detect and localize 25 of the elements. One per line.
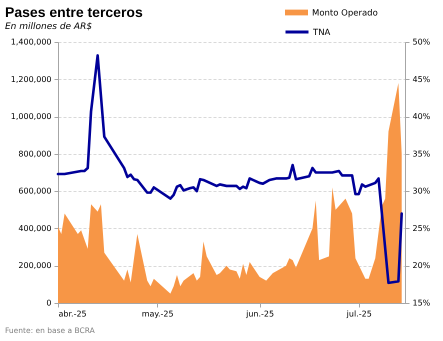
chart-title: Pases entre terceros	[5, 4, 143, 20]
y2-tick-label: 30%	[412, 186, 431, 196]
y2-tick-label: 40%	[412, 112, 431, 122]
y-tick-label: 1,200,000	[10, 74, 52, 84]
y2-tick-label: 15%	[412, 298, 431, 308]
y-tick-label: 400,000	[18, 224, 52, 233]
y-tick-label: 1,400,000	[10, 38, 52, 46]
x-tick-label: may.-25	[142, 310, 174, 318]
x-tick-label: jun.-25	[245, 310, 274, 318]
y2-tick-label: 35%	[412, 149, 431, 158]
y-tick-label: 1,000,000	[10, 112, 52, 122]
legend-label: TNA	[312, 28, 331, 38]
chart-subtitle: En millones de AR$	[5, 22, 92, 32]
x-tick-label: jul.-25	[346, 310, 372, 318]
line-series	[56, 54, 403, 284]
y2-tick-label: 20%	[412, 261, 431, 270]
y2-tick-label: 45%	[412, 74, 431, 84]
y-tick-label: 200,000	[18, 261, 52, 270]
y-tick-label: 0	[46, 298, 52, 308]
y-tick-label: 600,000	[18, 186, 52, 196]
legend-label: Monto Operado	[312, 8, 378, 18]
x-tick-label: abr.-25	[58, 310, 87, 318]
y2-tick-label: 50%	[412, 38, 431, 46]
y-tick-label: 800,000	[18, 149, 52, 158]
y2-tick-label: 25%	[412, 224, 431, 233]
